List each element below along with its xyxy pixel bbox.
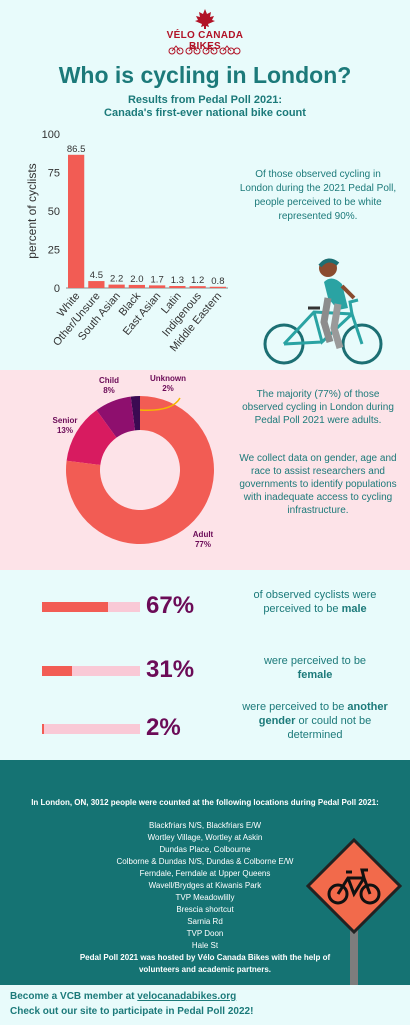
bar-value-label: 1.7 [151,274,164,285]
location-item: Ferndale, Ferndale at Upper Queens [139,869,271,878]
location-item: Blackfriars N/S, Blackfriars E/W [148,821,261,830]
male-percent: 67% [146,592,195,619]
race-section: VÉLO CANADA BIKES Who is cycling in Lond… [0,0,410,370]
age-note: The majority (77%) of those observed cyc… [242,389,394,426]
maple-leaf-icon [195,9,215,29]
subtitle-line1: Results from Pedal Poll 2021: [127,94,283,106]
hosted-note: Pedal Poll 2021 was hosted by Vélo Canad… [79,953,331,974]
bar [88,281,105,288]
bar-value-label: 1.2 [191,275,204,286]
bar-value-label: 2.0 [130,274,143,285]
location-item: Sarnia Rd [187,917,223,926]
donut-label-unknown: Unknown 2% [150,374,186,393]
donut-label-child: Child 8% [99,376,119,395]
location-item: Brescia shortcut [176,905,234,914]
female-bar [42,666,140,676]
location-item: Wavell/Brydges at Kiwanis Park [148,881,262,890]
female-bar-fill [42,666,73,676]
bike-sign-icon [306,838,402,1025]
other-percent: 2% [146,714,181,741]
bar-value-label: 86.5 [67,144,86,155]
location-item: Hale St [191,941,219,950]
male-text: of observed cyclists were perceived to b… [253,589,377,615]
page-title: Who is cycling in London? [58,62,352,88]
bar-value-label: 0.8 [211,276,224,287]
bar [149,285,166,288]
bar [169,285,186,288]
other-bar-fill [42,724,44,734]
location-item: TVP Doon [186,929,224,938]
donut-slice-unknown [130,396,140,431]
age-section: Child 8% Unknown 2% Senior 13% Adult 77% The… [0,370,410,570]
donut-hole [100,430,180,510]
female-text: were perceived to be female [263,655,367,681]
donut-label-senior: Senior 13% [52,416,78,435]
male-bar [42,602,140,612]
location-item: Wortley Village, Wortley at Askin [147,833,263,842]
other-bar [42,724,140,734]
donut-slice-child [96,396,135,438]
bar [68,154,85,288]
bar [209,286,226,288]
bar-value-label: 2.2 [110,274,123,285]
y-tick-label: 0 [54,283,60,295]
locations-intro: In London, ON, 3012 people were counted … [31,798,379,807]
bar [108,284,125,288]
subtitle-line2: Canada's first-ever national bike count [104,107,306,119]
location-item: Dundas Place, Colbourne [159,845,251,854]
race-note: Of those observed cycling in London duri… [239,169,397,222]
purpose-note: We collect data on gender, age and race … [239,453,397,516]
bar-value-label: 4.5 [90,270,103,281]
bar-value-label: 1.3 [171,275,184,286]
y-tick-label: 25 [48,245,60,257]
location-item: TVP Meadowlilly [175,893,235,902]
website-link[interactable]: velocanadabikes.org [137,991,237,1002]
gender-section: 67% of observed cyclists were perceived … [0,570,410,760]
unknown-leader-line [139,397,181,411]
other-text: were perceived to be another gender or c… [242,701,388,741]
donut-slice-senior [66,410,117,465]
bar [189,286,206,288]
logo-text: VÉLO CANADA BIKES [166,30,244,52]
y-axis-label: percent of cyclists [25,163,39,258]
footer-line2: Check out our site to participate in Ped… [10,1006,254,1017]
male-bar-fill [42,602,108,612]
donut-slice-adult [66,396,215,544]
logo: VÉLO CANADA BIKES [150,8,260,56]
cyclist-illustration [263,258,383,365]
location-item: Colborne & Dundas N/S, Dundas & Colborne… [116,857,294,866]
bikes-row-icon [168,45,241,55]
footer: Become a VCB member at velocanadabikes.o… [0,985,410,1025]
bar [128,284,145,288]
female-percent: 31% [146,656,195,683]
y-tick-label: 75 [48,168,60,180]
donut-label-adult: Adult 77% [192,530,214,549]
footer-line1: Become a VCB member at velocanadabikes.o… [10,991,237,1002]
locations-list: Blackfriars N/S, Blackfriars E/W Wortley … [0,820,410,952]
age-donut-chart [66,396,215,544]
y-tick-label: 100 [42,129,60,141]
y-tick-label: 50 [48,206,60,218]
